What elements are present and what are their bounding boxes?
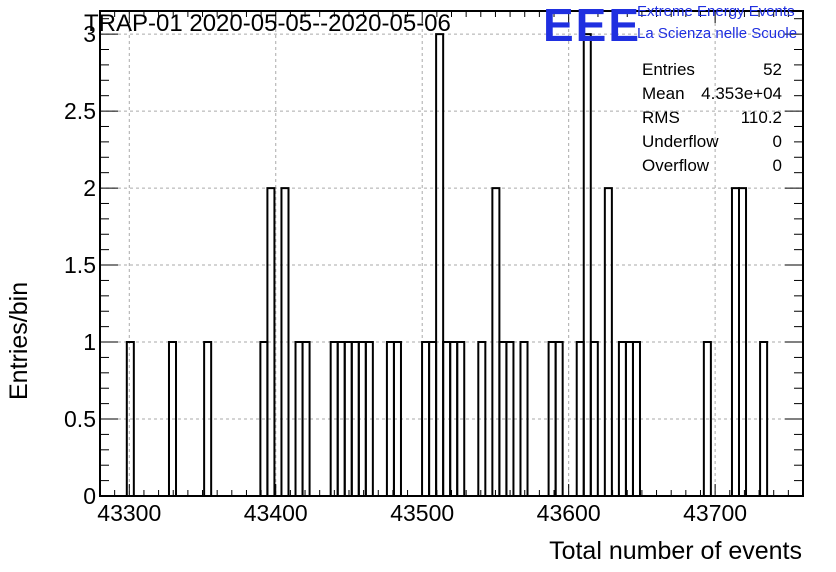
histogram-bin — [582, 33, 592, 496]
histogram-bin — [554, 341, 564, 496]
histogram-bin — [589, 341, 599, 496]
histogram-bin — [280, 187, 290, 496]
stats-box: Entries 52 Mean 4.353e+04 RMS 110.2 Unde… — [642, 60, 782, 180]
histogram-bars — [125, 33, 769, 496]
logo-line-1: Extreme Energy Events — [637, 3, 795, 20]
y-tick-label: 0.5 — [64, 406, 96, 432]
histogram-bin — [266, 187, 276, 496]
histogram-bin — [603, 187, 613, 496]
stat-value: 110.2 — [740, 108, 782, 127]
x-tick-label: 43500 — [390, 500, 454, 526]
x-tick-label: 43400 — [244, 500, 308, 526]
y-tick-label: 0 — [83, 483, 96, 509]
x-axis-label: Total number of events — [549, 537, 802, 565]
histogram-bin — [456, 341, 466, 496]
stat-value: 4.353e+04 — [701, 84, 782, 103]
y-tick-label: 1 — [83, 329, 96, 355]
y-axis-label: Entries/bin — [5, 281, 33, 400]
x-tick-label: 43600 — [537, 500, 601, 526]
grid-lines — [100, 11, 803, 496]
y-tick-label: 2.5 — [64, 98, 96, 124]
histogram-bin — [125, 341, 135, 496]
histogram-bin — [435, 33, 445, 496]
histogram-bin — [759, 341, 769, 496]
tick-labels: 43300 43400 43500 43600 43700 0 0.5 1 1.5 2 2.5 3 — [64, 21, 747, 526]
histogram-bin — [477, 341, 487, 496]
histogram-bin — [505, 341, 515, 496]
histogram-bin — [702, 341, 712, 496]
logo-line-2: La Scienza nelle Scuole — [637, 25, 798, 42]
tick-marks — [100, 11, 803, 497]
stat-row-underflow: Underflow 0 — [642, 132, 782, 156]
stat-row-overflow: Overflow 0 — [642, 156, 782, 180]
histogram-bin — [392, 341, 402, 496]
histogram-bin — [631, 341, 641, 496]
histogram-bin — [519, 341, 529, 496]
histogram-bin — [364, 341, 374, 496]
stat-label: Underflow — [642, 132, 719, 151]
stat-label: Entries — [642, 60, 695, 79]
stat-value: 0 — [772, 156, 782, 175]
y-tick-label: 2 — [83, 175, 96, 201]
x-tick-label: 43300 — [97, 500, 161, 526]
y-tick-label: 3 — [83, 21, 96, 47]
stat-label: Overflow — [642, 156, 710, 175]
histogram-bin — [203, 341, 213, 496]
eee-logo: EEE — [543, 0, 642, 51]
histogram-bin — [167, 341, 178, 496]
stat-value: 52 — [763, 60, 782, 79]
stat-row-entries: Entries 52 — [642, 60, 782, 84]
stat-label: RMS — [642, 108, 680, 127]
chart-title: TRAP-01 2020-05-05--2020-05-06 — [84, 10, 451, 37]
stat-value: 0 — [772, 132, 782, 151]
x-tick-label: 43700 — [683, 500, 747, 526]
stat-label: Mean — [642, 84, 685, 103]
stat-row-rms: RMS 110.2 — [642, 108, 782, 132]
histogram-bin — [301, 341, 311, 496]
stat-row-mean: Mean 4.353e+04 — [642, 84, 782, 108]
y-tick-label: 1.5 — [64, 252, 96, 278]
histogram-bin — [737, 187, 748, 496]
